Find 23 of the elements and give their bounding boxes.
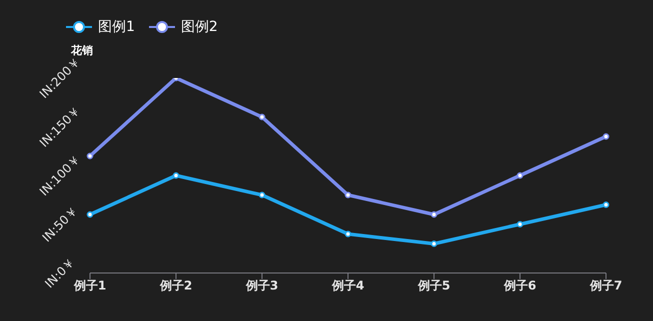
point (430, 240, 438, 247)
x-tick-label: 例子7 (588, 278, 622, 293)
x-tick-label: 例子2 (158, 278, 192, 293)
point (258, 192, 266, 198)
x-tick-label: 例子6 (502, 278, 536, 293)
point (344, 230, 352, 238)
point (86, 152, 94, 160)
x-tick-label: 例子5 (416, 278, 450, 293)
legend-label: 图例2 (180, 18, 218, 36)
legend-label: 图例1 (98, 18, 135, 36)
x-tick-label: 例子3 (244, 278, 278, 293)
point (516, 172, 524, 179)
point (86, 211, 94, 218)
point (516, 221, 524, 228)
x-tick-label: 例子4 (330, 278, 364, 293)
y-axis-title: 花销 (70, 44, 93, 57)
point (430, 211, 438, 218)
point (602, 202, 610, 208)
point (172, 172, 180, 179)
point (602, 133, 610, 140)
point (344, 192, 352, 198)
x-tick-label: 例子1 (72, 278, 106, 293)
point (258, 114, 266, 120)
